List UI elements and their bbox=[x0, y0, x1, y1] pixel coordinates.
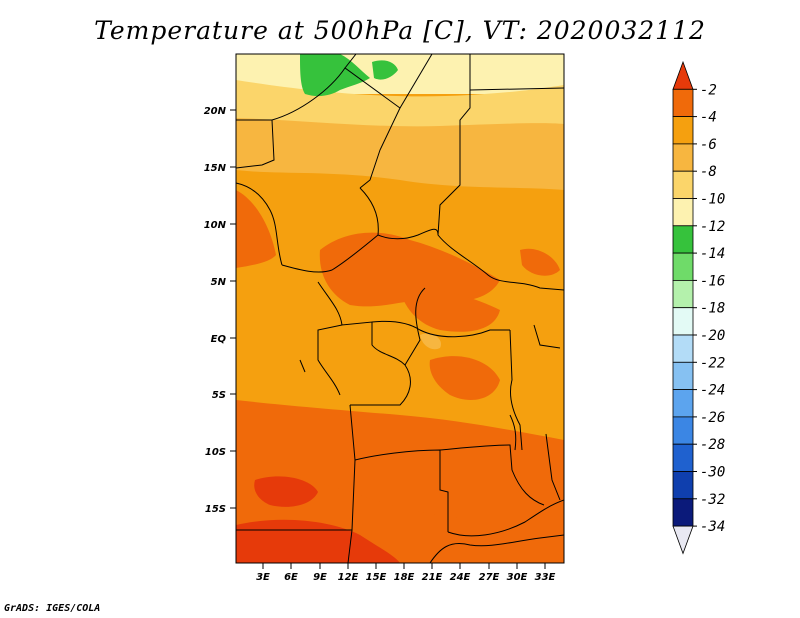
grads-credit: GrADS: IGES/COLA bbox=[4, 603, 101, 614]
chart-title: Temperature at 500hPa [C], VT: 202003211… bbox=[94, 16, 706, 45]
colorbar-swatch bbox=[672, 498, 694, 527]
latitude-axis: 20N 15N 10N 5N EQ 5S 10S 15S bbox=[204, 106, 236, 515]
lon-tick-label: 33E bbox=[535, 572, 556, 583]
longitude-axis: 3E 6E 9E 12E 15E 18E 21E 24E 27E 30E 33E bbox=[256, 563, 556, 583]
colorbar: -2 -4 -6 -8 -10 -12 -14 -16 -18 -20 -22 -24 -26 -28 -3… bbox=[672, 60, 725, 555]
colorbar-label: -22 bbox=[700, 355, 725, 371]
green-patch-1 bbox=[300, 54, 370, 97]
lon-tick-label: 27E bbox=[479, 572, 500, 583]
colorbar-swatch bbox=[672, 416, 694, 445]
colorbar-label: -18 bbox=[700, 301, 725, 317]
colorbar-swatch bbox=[672, 471, 694, 500]
lon-tick-label: 3E bbox=[256, 572, 270, 583]
colorbar-swatch bbox=[672, 225, 694, 254]
lon-tick-label: 24E bbox=[450, 572, 471, 583]
band-minus-2-south bbox=[236, 519, 400, 563]
lat-tick-label: 15N bbox=[204, 163, 227, 174]
lon-tick-label: 9E bbox=[313, 572, 327, 583]
lon-tick-label: 15E bbox=[366, 572, 387, 583]
lon-tick-label: 18E bbox=[394, 572, 415, 583]
lat-tick-label: 5S bbox=[212, 390, 226, 401]
colorbar-swatch bbox=[672, 252, 694, 281]
colorbar-label: -30 bbox=[700, 465, 725, 481]
colorbar-label: -10 bbox=[700, 192, 725, 208]
lon-tick-label: 21E bbox=[422, 572, 443, 583]
colorbar-swatch bbox=[672, 279, 694, 309]
colorbar-label: -2 bbox=[700, 82, 717, 98]
lat-tick-label: EQ bbox=[211, 334, 227, 345]
band-minus-2-patch bbox=[254, 476, 318, 507]
colorbar-bottom-triangle bbox=[672, 525, 694, 555]
lat-tick-label: 5N bbox=[211, 277, 227, 288]
lon-tick-label: 30E bbox=[507, 572, 528, 583]
colorbar-swatch bbox=[672, 389, 694, 418]
lon-tick-label: 12E bbox=[338, 572, 359, 583]
colorbar-swatch bbox=[672, 361, 694, 390]
colorbar-swatch bbox=[672, 116, 694, 145]
colorbar-top-triangle bbox=[672, 60, 694, 90]
colorbar-swatch bbox=[672, 170, 694, 199]
band-minus-7 bbox=[236, 118, 564, 190]
colorbar-label: -34 bbox=[700, 519, 725, 535]
green-patch-2 bbox=[372, 60, 398, 80]
colorbar-label: -16 bbox=[700, 273, 725, 289]
lon-tick-label: 6E bbox=[284, 572, 298, 583]
colorbar-label: -4 bbox=[700, 110, 717, 126]
colorbar-label: -24 bbox=[700, 383, 725, 399]
colorbar-swatch bbox=[672, 307, 694, 336]
colorbar-label: -28 bbox=[700, 437, 725, 453]
colorbar-label: -12 bbox=[700, 219, 725, 235]
colorbar-label: -26 bbox=[700, 410, 725, 426]
colorbar-label: -6 bbox=[700, 137, 717, 153]
colorbar-swatch bbox=[672, 88, 694, 118]
lat-tick-label: 15S bbox=[205, 504, 226, 515]
colorbar-label: -32 bbox=[700, 492, 725, 508]
lat-tick-label: 20N bbox=[204, 106, 227, 117]
colorbar-swatch bbox=[672, 198, 694, 227]
colorbar-swatch bbox=[672, 334, 694, 363]
colorbar-swatch bbox=[672, 443, 694, 472]
lat-tick-label: 10N bbox=[204, 220, 227, 231]
colorbar-label: -14 bbox=[700, 246, 725, 262]
country-borders bbox=[236, 54, 564, 563]
band-minus-10 bbox=[236, 54, 564, 94]
band-minus-4-central bbox=[319, 232, 500, 307]
colorbar-label: -20 bbox=[700, 328, 725, 344]
colorbar-label: -8 bbox=[700, 164, 717, 180]
map-frame bbox=[235, 53, 565, 564]
temperature-field bbox=[236, 54, 564, 563]
colorbar-swatch bbox=[672, 143, 694, 172]
lat-tick-label: 10S bbox=[205, 447, 226, 458]
